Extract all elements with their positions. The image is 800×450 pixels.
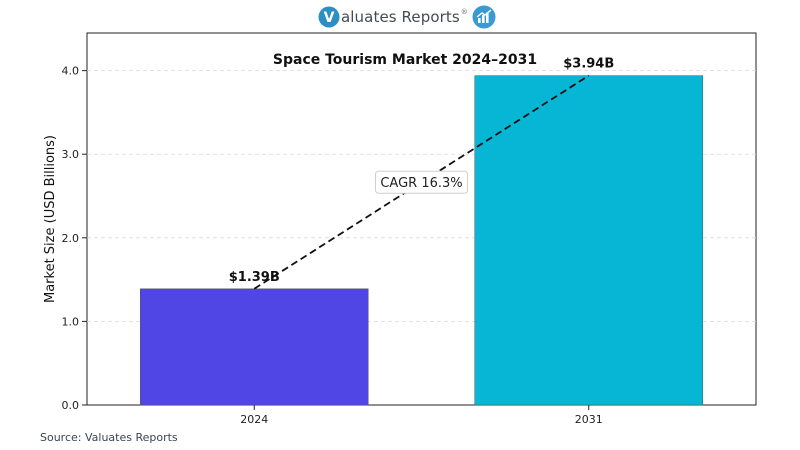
cagr-annotation: CAGR 16.3% xyxy=(375,170,468,194)
x-tick-label: 2024 xyxy=(240,413,268,426)
growth-chart-icon xyxy=(472,5,496,29)
logo-mark-letter: V xyxy=(324,10,335,26)
data-label-2031: $3.94B xyxy=(563,57,614,72)
brand-name: aluates Reports® xyxy=(341,8,468,26)
cagr-annotation-box xyxy=(375,170,468,194)
brand-name-text: aluates Reports xyxy=(341,8,460,26)
bar-2031 xyxy=(474,75,703,406)
y-axis-label: Market Size (USD Billions) xyxy=(43,135,58,303)
y-tick-label: 2.0 xyxy=(62,232,80,245)
registered-mark: ® xyxy=(460,8,468,16)
x-tick-label: 2031 xyxy=(575,413,603,426)
y-tick-label: 3.0 xyxy=(62,148,80,161)
plot-frame xyxy=(86,32,757,406)
y-tick-label: 0.0 xyxy=(62,399,80,412)
brand-logo: V aluates Reports® xyxy=(318,4,496,30)
data-label-2024: $1.39B xyxy=(229,270,280,285)
valuates-logo-icon: V xyxy=(318,6,340,28)
cagr-annotation-text: CAGR 16.3% xyxy=(380,176,462,191)
source-note: Source: Valuates Reports xyxy=(40,431,178,444)
y-tick-label: 1.0 xyxy=(62,315,80,328)
y-tick-label: 4.0 xyxy=(62,65,80,78)
chart-title: Space Tourism Market 2024–2031 xyxy=(273,52,537,68)
bar-2024 xyxy=(140,288,369,406)
